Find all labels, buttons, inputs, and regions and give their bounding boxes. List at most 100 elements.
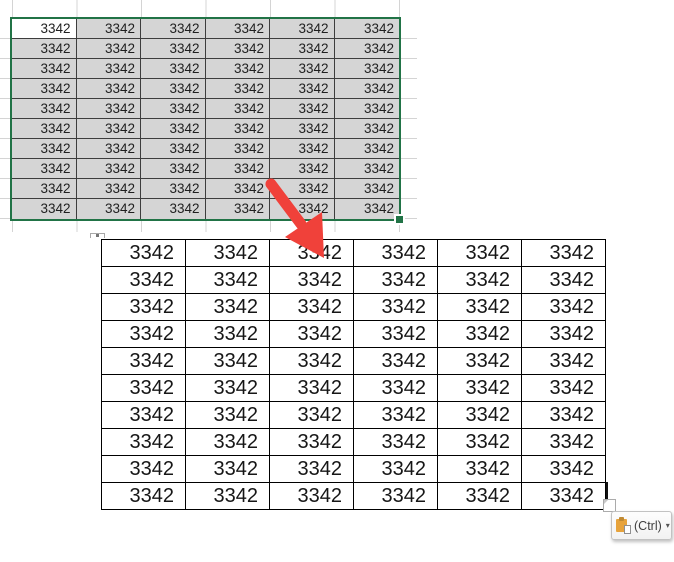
table-cell[interactable]: 3342 — [437, 293, 522, 321]
excel-cell[interactable]: 3342 — [270, 39, 335, 59]
excel-cell[interactable]: 3342 — [141, 119, 206, 139]
excel-cell[interactable]: 3342 — [205, 99, 270, 119]
excel-cell[interactable]: 3342 — [270, 139, 335, 159]
table-cell[interactable]: 3342 — [521, 266, 606, 294]
excel-cell[interactable]: 3342 — [141, 39, 206, 59]
table-cell[interactable]: 3342 — [521, 455, 606, 483]
excel-cell[interactable]: 3342 — [334, 119, 399, 139]
table-cell[interactable]: 3342 — [353, 239, 438, 267]
table-cell[interactable]: 3342 — [521, 401, 606, 429]
excel-cell[interactable]: 3342 — [12, 79, 77, 99]
excel-cell[interactable]: 3342 — [12, 179, 77, 199]
table-cell[interactable]: 3342 — [269, 239, 354, 267]
table-cell[interactable]: 3342 — [437, 455, 522, 483]
excel-cell[interactable]: 3342 — [141, 179, 206, 199]
excel-cell[interactable]: 3342 — [141, 59, 206, 79]
table-cell[interactable]: 3342 — [353, 266, 438, 294]
excel-cell[interactable]: 3342 — [205, 79, 270, 99]
table-cell[interactable]: 3342 — [353, 320, 438, 348]
table-cell[interactable]: 3342 — [437, 374, 522, 402]
table-cell[interactable]: 3342 — [521, 482, 606, 510]
table-cell[interactable]: 3342 — [353, 293, 438, 321]
table-cell[interactable]: 3342 — [101, 293, 186, 321]
excel-cell[interactable]: 3342 — [205, 159, 270, 179]
table-cell[interactable]: 3342 — [269, 347, 354, 375]
table-cell[interactable]: 3342 — [101, 455, 186, 483]
table-cell[interactable]: 3342 — [353, 401, 438, 429]
excel-cell[interactable]: 3342 — [76, 19, 141, 39]
table-cell[interactable]: 3342 — [269, 482, 354, 510]
excel-cell[interactable]: 3342 — [141, 79, 206, 99]
excel-cell[interactable]: 3342 — [334, 99, 399, 119]
table-cell[interactable]: 3342 — [185, 455, 270, 483]
excel-cell[interactable]: 3342 — [12, 199, 77, 219]
table-cell[interactable]: 3342 — [521, 239, 606, 267]
excel-cell[interactable]: 3342 — [12, 139, 77, 159]
excel-cell[interactable]: 3342 — [76, 179, 141, 199]
excel-cell[interactable]: 3342 — [12, 59, 77, 79]
table-cell[interactable]: 3342 — [521, 320, 606, 348]
excel-cell[interactable]: 3342 — [205, 39, 270, 59]
table-cell[interactable]: 3342 — [101, 347, 186, 375]
dropdown-arrow-icon[interactable]: ▾ — [665, 521, 670, 530]
excel-cell[interactable]: 3342 — [205, 179, 270, 199]
table-cell[interactable]: 3342 — [437, 401, 522, 429]
table-cell[interactable]: 3342 — [521, 428, 606, 456]
excel-cell[interactable]: 3342 — [12, 99, 77, 119]
table-cell[interactable]: 3342 — [269, 455, 354, 483]
table-cell[interactable]: 3342 — [101, 266, 186, 294]
excel-cell[interactable]: 3342 — [12, 119, 77, 139]
table-cell[interactable]: 3342 — [521, 374, 606, 402]
table-cell[interactable]: 3342 — [185, 347, 270, 375]
excel-cell[interactable]: 3342 — [270, 119, 335, 139]
excel-cell[interactable]: 3342 — [334, 139, 399, 159]
table-cell[interactable]: 3342 — [269, 374, 354, 402]
excel-cell[interactable]: 3342 — [141, 139, 206, 159]
excel-cell[interactable]: 3342 — [141, 19, 206, 39]
table-cell[interactable]: 3342 — [185, 401, 270, 429]
table-cell[interactable]: 3342 — [101, 320, 186, 348]
table-cell[interactable]: 3342 — [437, 320, 522, 348]
table-cell[interactable]: 3342 — [185, 266, 270, 294]
table-cell[interactable]: 3342 — [521, 293, 606, 321]
table-cell[interactable]: 3342 — [437, 347, 522, 375]
table-cell[interactable]: 3342 — [437, 482, 522, 510]
table-cell[interactable]: 3342 — [185, 293, 270, 321]
excel-cell[interactable]: 3342 — [334, 39, 399, 59]
table-cell[interactable]: 3342 — [185, 428, 270, 456]
excel-cell[interactable]: 3342 — [334, 79, 399, 99]
excel-cell[interactable]: 3342 — [205, 59, 270, 79]
excel-cell[interactable]: 3342 — [76, 119, 141, 139]
excel-cell[interactable]: 3342 — [205, 199, 270, 219]
table-cell[interactable]: 3342 — [269, 428, 354, 456]
excel-cell[interactable]: 3342 — [334, 199, 399, 219]
excel-cell[interactable]: 3342 — [334, 59, 399, 79]
table-cell[interactable]: 3342 — [185, 374, 270, 402]
excel-cell[interactable]: 3342 — [141, 159, 206, 179]
table-cell[interactable]: 3342 — [437, 428, 522, 456]
table-cell[interactable]: 3342 — [521, 347, 606, 375]
fill-handle[interactable] — [394, 214, 405, 225]
table-cell[interactable]: 3342 — [353, 374, 438, 402]
excel-cell[interactable]: 3342 — [205, 139, 270, 159]
excel-cell[interactable]: 3342 — [270, 19, 335, 39]
table-cell[interactable]: 3342 — [353, 347, 438, 375]
excel-cell[interactable]: 3342 — [141, 99, 206, 119]
excel-cell[interactable]: 3342 — [12, 159, 77, 179]
table-cell[interactable]: 3342 — [269, 320, 354, 348]
excel-cell[interactable]: 3342 — [270, 199, 335, 219]
excel-cell[interactable]: 3342 — [334, 19, 399, 39]
table-cell[interactable]: 3342 — [437, 266, 522, 294]
excel-cell[interactable]: 3342 — [141, 199, 206, 219]
table-cell[interactable]: 3342 — [185, 320, 270, 348]
table-cell[interactable]: 3342 — [185, 482, 270, 510]
table-cell[interactable]: 3342 — [101, 482, 186, 510]
excel-cell[interactable]: 3342 — [205, 119, 270, 139]
excel-cell[interactable]: 3342 — [205, 19, 270, 39]
table-cell[interactable]: 3342 — [353, 428, 438, 456]
table-cell[interactable]: 3342 — [353, 482, 438, 510]
table-cell[interactable]: 3342 — [353, 455, 438, 483]
table-cell[interactable]: 3342 — [269, 266, 354, 294]
table-cell[interactable]: 3342 — [269, 401, 354, 429]
excel-cell[interactable]: 3342 — [76, 39, 141, 59]
